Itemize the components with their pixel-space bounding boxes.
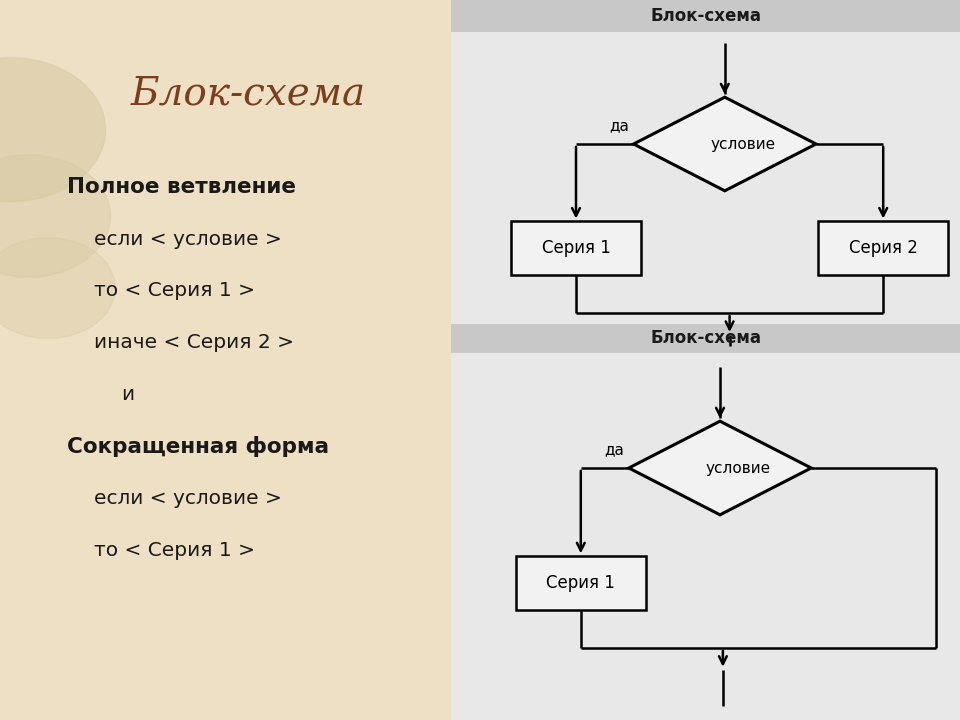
Polygon shape — [634, 97, 816, 191]
Polygon shape — [629, 421, 811, 515]
Circle shape — [0, 155, 110, 277]
Bar — [451, 353, 960, 720]
Text: условие: условие — [706, 461, 771, 475]
Text: Блок-схема: Блок-схема — [650, 7, 761, 25]
Text: если < условие >: если < условие > — [94, 230, 282, 248]
Text: Серия 1: Серия 1 — [546, 575, 615, 592]
Bar — [451, 324, 960, 353]
Text: иначе < Серия 2 >: иначе < Серия 2 > — [94, 333, 294, 352]
Text: и: и — [121, 385, 134, 404]
Bar — [451, 0, 960, 32]
Text: если < условие >: если < условие > — [94, 489, 282, 508]
Circle shape — [0, 238, 115, 338]
Text: Полное ветвление: Полное ветвление — [67, 177, 297, 197]
Bar — [818, 222, 948, 275]
Text: да: да — [604, 442, 624, 457]
Text: Серия 2: Серия 2 — [849, 239, 918, 257]
Text: да: да — [609, 118, 629, 133]
Bar — [511, 222, 641, 275]
Bar — [0, 0, 451, 720]
Bar — [451, 0, 960, 720]
Text: Сокращенная форма: Сокращенная форма — [67, 436, 329, 457]
Text: Серия 1: Серия 1 — [541, 239, 611, 257]
Bar — [451, 32, 960, 353]
Circle shape — [0, 58, 106, 202]
Text: то < Серия 1 >: то < Серия 1 > — [94, 541, 255, 559]
Text: то < Серия 1 >: то < Серия 1 > — [94, 282, 255, 300]
Text: условие: условие — [710, 137, 776, 151]
Bar — [516, 556, 645, 611]
Text: Блок-схема: Блок-схема — [131, 75, 366, 112]
Text: Блок-схема: Блок-схема — [650, 329, 761, 347]
